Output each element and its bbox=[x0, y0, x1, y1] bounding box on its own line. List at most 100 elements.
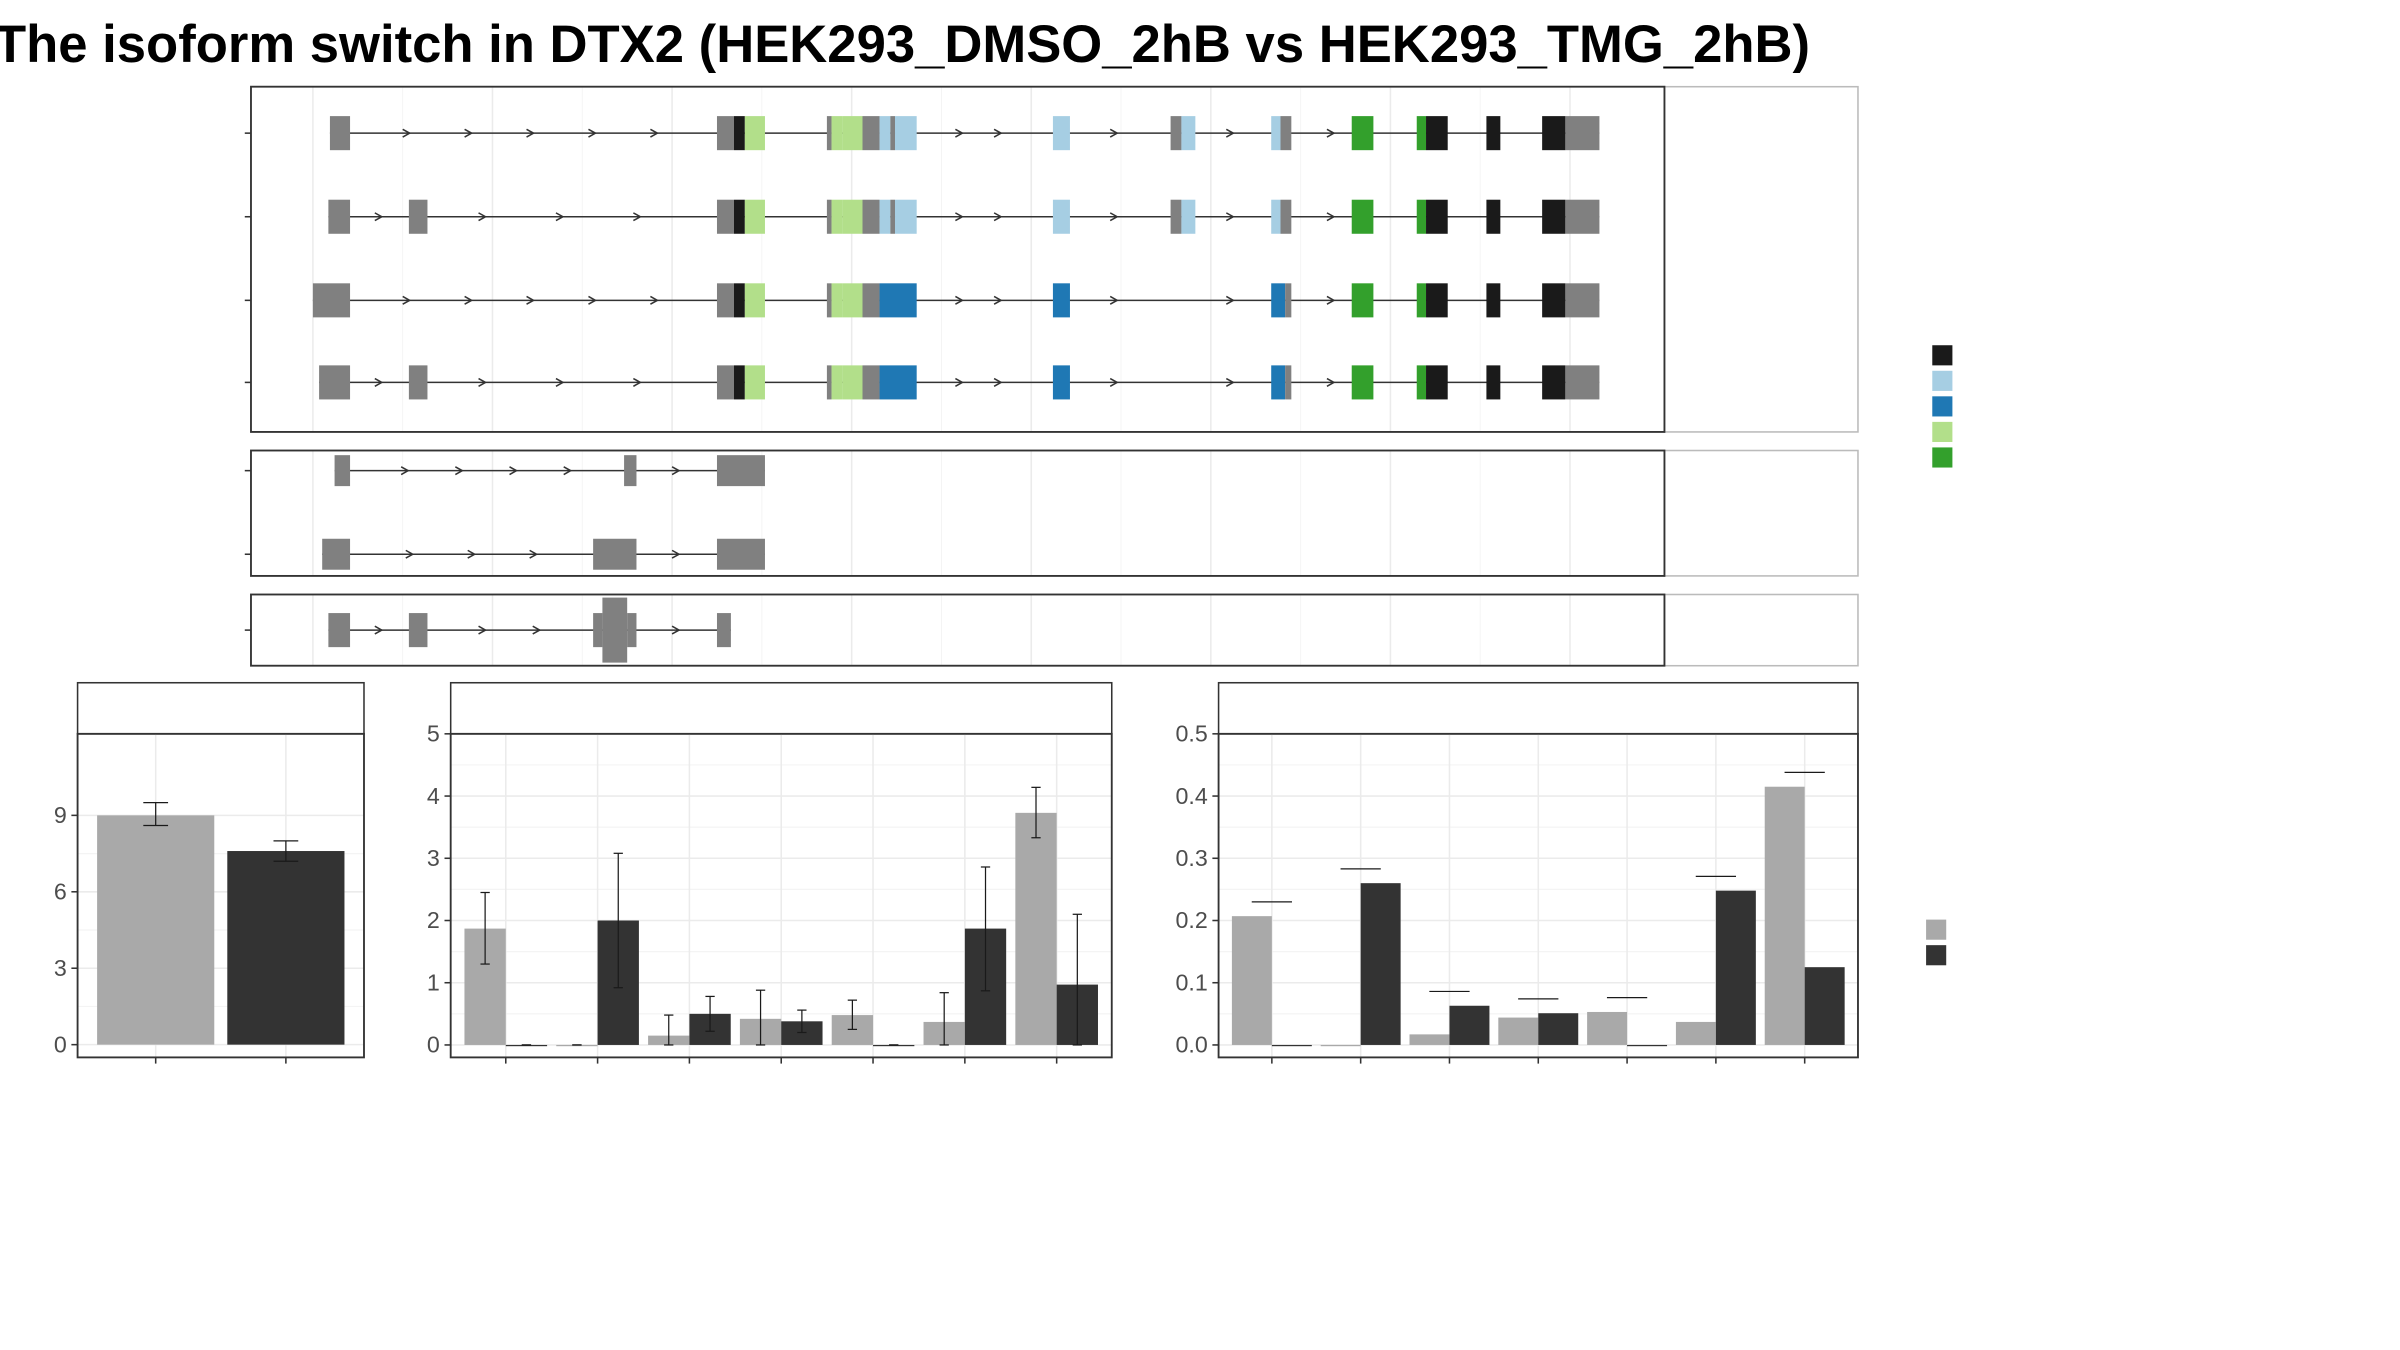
exon-block bbox=[1285, 283, 1292, 318]
strand-arrow bbox=[955, 128, 964, 138]
bar bbox=[1498, 1017, 1539, 1045]
bar bbox=[1320, 1044, 1361, 1047]
strand-arrow bbox=[632, 377, 642, 387]
y-tick-label: 1 bbox=[427, 969, 440, 995]
y-tick-label: 3 bbox=[427, 845, 440, 871]
strand-arrow bbox=[1326, 377, 1336, 387]
y-tick-label: 2 bbox=[427, 907, 440, 933]
exon-block bbox=[408, 199, 428, 234]
bar bbox=[1231, 916, 1272, 1045]
strand-arrow bbox=[509, 466, 519, 476]
strand-arrow bbox=[993, 295, 1003, 305]
strand-arrow bbox=[671, 549, 681, 559]
exon-block bbox=[593, 613, 603, 648]
strand-arrow bbox=[1326, 295, 1336, 305]
exon-block bbox=[826, 283, 832, 318]
strand-arrow bbox=[1326, 212, 1336, 222]
strand-arrow bbox=[402, 128, 412, 138]
strand-arrow bbox=[529, 549, 539, 559]
y-tick-label: 0 bbox=[54, 1031, 67, 1057]
bar bbox=[1627, 1044, 1668, 1047]
strand-arrow bbox=[1225, 128, 1235, 138]
legend-key bbox=[1932, 370, 1953, 391]
domain-block bbox=[1542, 116, 1566, 151]
strand-arrow bbox=[454, 466, 464, 476]
strand-arrow bbox=[374, 625, 384, 635]
bar bbox=[781, 1021, 823, 1045]
exon-block bbox=[716, 455, 765, 487]
strand-arrow bbox=[650, 295, 659, 305]
exon-block bbox=[716, 283, 735, 318]
domain-block bbox=[1351, 365, 1374, 400]
y-tick-label: 5 bbox=[427, 721, 440, 747]
isoform-usage-chart: 0.0 0.1 0.2 0.3 0.4 0.5 bbox=[1175, 681, 1859, 1064]
domain-block bbox=[831, 116, 843, 151]
strand-arrow bbox=[526, 295, 536, 305]
strand-arrow bbox=[526, 128, 536, 138]
domain-block bbox=[1052, 283, 1070, 318]
strand-arrow bbox=[478, 212, 488, 222]
strand-arrow bbox=[563, 466, 573, 476]
bar bbox=[1015, 812, 1057, 1045]
domain-block bbox=[1271, 199, 1281, 234]
exon-block bbox=[1565, 365, 1600, 400]
y-tick-label: 6 bbox=[54, 879, 67, 905]
y-tick-label: 0.1 bbox=[1175, 969, 1207, 995]
legend-key bbox=[1932, 396, 1953, 417]
y-tick-label: 3 bbox=[54, 955, 67, 981]
domain-block bbox=[1271, 365, 1286, 400]
panel-border bbox=[449, 732, 1113, 1059]
domain-block bbox=[1351, 283, 1374, 318]
domain-block bbox=[1426, 199, 1448, 234]
exon-block bbox=[312, 283, 351, 318]
bar bbox=[227, 851, 345, 1045]
exon-block bbox=[862, 199, 880, 234]
domain-block bbox=[842, 283, 863, 318]
exon-block bbox=[826, 365, 832, 400]
strand-arrow bbox=[555, 212, 565, 222]
domain-block bbox=[1181, 116, 1196, 151]
domain-block bbox=[1486, 365, 1501, 400]
domain-block bbox=[734, 283, 745, 318]
domain-block bbox=[895, 199, 917, 234]
domain-block bbox=[734, 365, 745, 400]
isoform-structures-panel bbox=[244, 85, 1859, 667]
strand-arrow bbox=[555, 377, 565, 387]
legend-key bbox=[1926, 945, 1947, 966]
exon-block bbox=[319, 365, 351, 400]
panel-strip bbox=[1217, 681, 1859, 735]
domain-block bbox=[734, 199, 745, 234]
strand-arrow bbox=[405, 549, 415, 559]
strand-arrow bbox=[588, 128, 598, 138]
strand-arrow bbox=[1109, 128, 1119, 138]
domain-block bbox=[1052, 365, 1070, 400]
bar bbox=[1804, 967, 1845, 1045]
strand-arrow bbox=[374, 212, 384, 222]
exon-block bbox=[1170, 116, 1182, 151]
figure-title: The isoform switch in DTX2 (HEK293_DMSO_… bbox=[0, 15, 1810, 74]
strand-arrow bbox=[532, 625, 542, 635]
domain-block bbox=[1052, 199, 1070, 234]
exon-block bbox=[1170, 199, 1182, 234]
strand-arrow bbox=[478, 625, 488, 635]
exon-block bbox=[627, 613, 637, 648]
strand-arrow bbox=[1225, 377, 1235, 387]
domain-legend bbox=[1932, 345, 1953, 468]
group-strip bbox=[1663, 593, 1859, 667]
strand-arrow bbox=[650, 128, 659, 138]
domain-block bbox=[1052, 116, 1070, 151]
exon-block bbox=[862, 116, 880, 151]
exon-block bbox=[1565, 283, 1600, 318]
legend-key bbox=[1932, 447, 1953, 468]
exon-block bbox=[1280, 116, 1292, 151]
y-tick-label: 9 bbox=[54, 802, 67, 828]
exon-block bbox=[716, 613, 731, 648]
exon-block bbox=[890, 199, 896, 234]
strand-arrow bbox=[402, 295, 412, 305]
domain-block bbox=[842, 365, 863, 400]
exon-block bbox=[1565, 199, 1600, 234]
domain-block bbox=[895, 116, 917, 151]
domain-block bbox=[1426, 283, 1448, 318]
exon-block bbox=[716, 116, 735, 151]
